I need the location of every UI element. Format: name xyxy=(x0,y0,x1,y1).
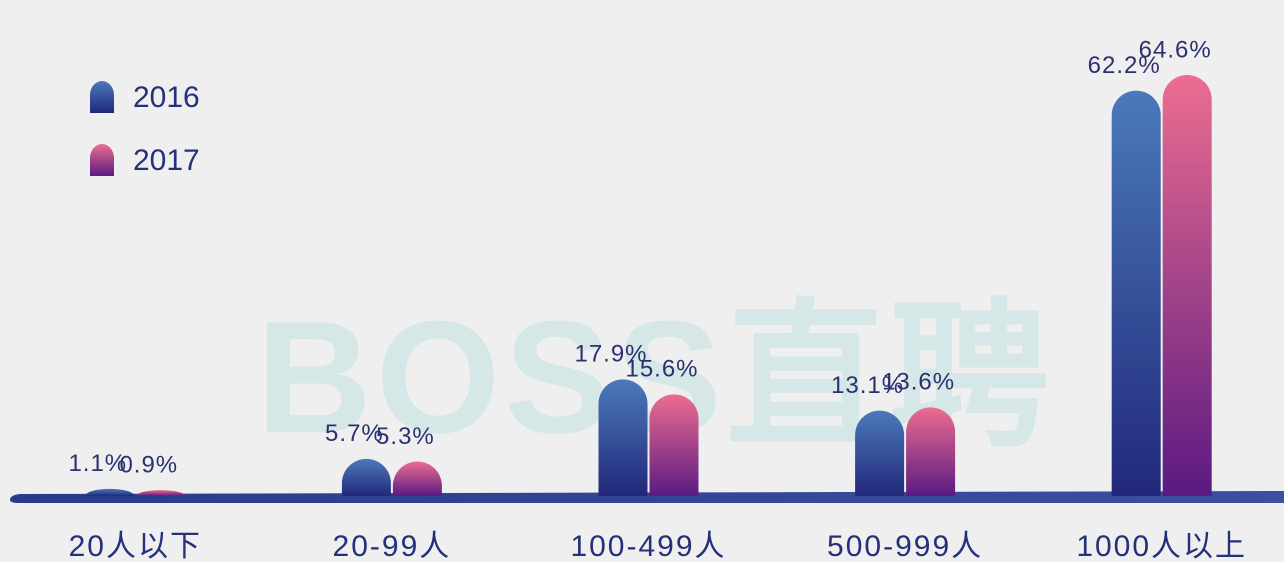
bar xyxy=(85,488,135,496)
x-tick-label: 100-499人 xyxy=(570,530,726,562)
x-axis-line xyxy=(10,491,1284,503)
x-tick-label: 500-999人 xyxy=(827,530,983,562)
x-tick-label: 20人以下 xyxy=(69,530,202,562)
legend-label: 2016 xyxy=(133,81,200,114)
bar xyxy=(341,458,391,496)
bar xyxy=(598,379,648,496)
value-label: 13.1% xyxy=(831,372,904,399)
value-label: 64.6% xyxy=(1139,36,1212,63)
legend-label: 2017 xyxy=(133,144,200,177)
x-tick-label: 20-99人 xyxy=(333,530,452,562)
bar xyxy=(136,490,186,496)
value-label: 5.3% xyxy=(376,423,435,450)
value-label: 17.9% xyxy=(574,341,647,368)
bar xyxy=(392,461,442,496)
value-label: 0.9% xyxy=(119,451,178,478)
bar xyxy=(649,394,699,496)
bar xyxy=(855,410,905,496)
bar xyxy=(1111,90,1161,496)
value-label: 1.1% xyxy=(68,450,127,477)
legend-swatch xyxy=(90,81,114,113)
legend-swatch xyxy=(90,144,114,176)
value-label: 13.6% xyxy=(882,369,955,396)
value-label: 62.2% xyxy=(1088,52,1161,79)
value-label: 15.6% xyxy=(625,356,698,383)
x-tick-label: 1000人以上 xyxy=(1076,530,1247,562)
bar xyxy=(1162,75,1212,496)
value-label: 5.7% xyxy=(325,420,384,447)
bar xyxy=(906,407,956,496)
